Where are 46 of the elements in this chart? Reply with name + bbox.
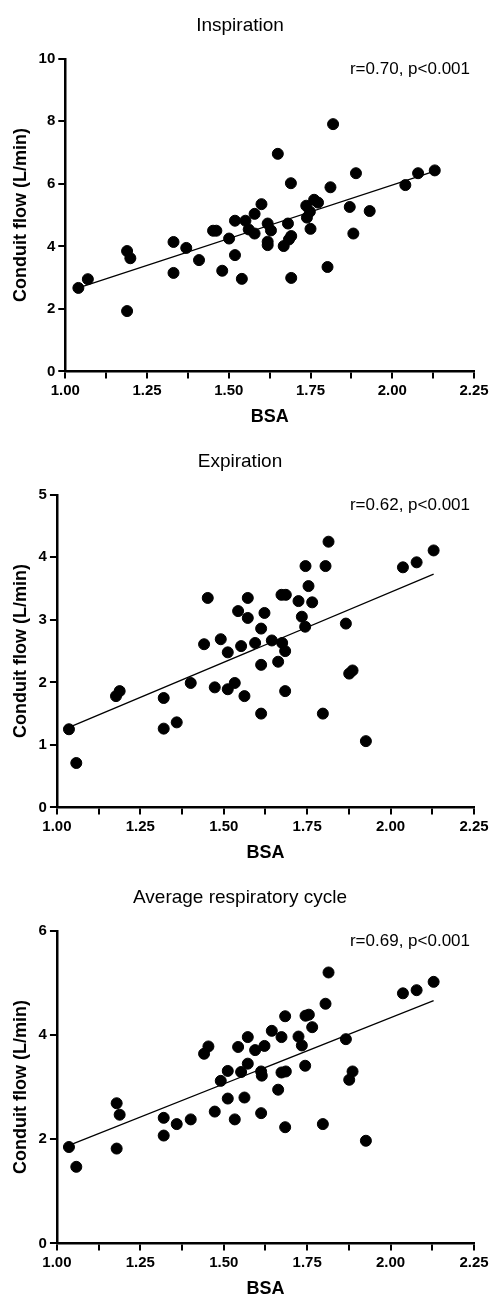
y-tick-label: 0 [38, 1233, 47, 1251]
annotation: r=0.70, p<0.001 [349, 58, 470, 78]
x-tick-label: 1.75 [292, 816, 322, 834]
x-tick-label: 1.25 [125, 816, 155, 834]
x-tick-label: 1.50 [214, 380, 244, 398]
x-tick-label: 1.25 [132, 380, 162, 398]
chart-title: Expiration [197, 449, 283, 471]
y-tick-label: 2 [38, 1129, 47, 1147]
y-tick-label: 4 [46, 236, 56, 254]
y-axis-title: Conduit flow (L/min) [9, 128, 30, 303]
x-tick-label: 1.50 [209, 1252, 239, 1270]
y-tick-label: 0 [46, 361, 56, 379]
x-tick-label: 1.00 [42, 1252, 72, 1270]
x-tick-label: 2.00 [375, 1252, 406, 1270]
y-tick-label: 6 [38, 920, 47, 938]
x-axis-title: BSA [246, 842, 285, 863]
y-tick-label: 2 [38, 672, 47, 690]
annotation: r=0.69, p<0.001 [349, 930, 470, 950]
y-axis-title: Conduit flow (L/min) [9, 564, 30, 739]
x-tick-label: 1.75 [292, 1252, 322, 1270]
y-tick-label: 3 [38, 609, 47, 627]
y-tick-label: 8 [46, 111, 56, 129]
y-axis-title: Conduit flow (L/min) [9, 1000, 30, 1175]
x-tick-label: 2.25 [459, 380, 489, 398]
annotation: r=0.62, p<0.001 [349, 494, 470, 514]
chart-title: Average respiratory cycle [132, 885, 348, 907]
y-tick-label: 6 [46, 173, 56, 191]
y-tick-label: 5 [38, 484, 47, 502]
x-tick-label: 2.25 [459, 1252, 489, 1270]
x-axis-title: BSA [246, 1278, 285, 1299]
y-tick-label: 4 [38, 1025, 48, 1043]
y-tick-label: 4 [38, 547, 48, 565]
y-tick-label: 2 [46, 299, 56, 317]
x-tick-label: 2.25 [459, 816, 489, 834]
x-axis-title: BSA [250, 406, 289, 427]
x-tick-label: 1.00 [50, 380, 80, 398]
x-tick-label: 1.00 [42, 816, 72, 834]
chart-title: Inspiration [196, 13, 284, 35]
x-tick-label: 1.25 [125, 1252, 155, 1270]
x-tick-label: 1.50 [209, 816, 239, 834]
y-tick-label: 1 [38, 735, 47, 753]
x-tick-label: 2.00 [375, 816, 406, 834]
y-tick-label: 10 [38, 48, 56, 66]
x-tick-label: 2.00 [377, 380, 407, 398]
y-tick-label: 0 [38, 797, 47, 815]
x-tick-label: 1.75 [295, 380, 326, 398]
